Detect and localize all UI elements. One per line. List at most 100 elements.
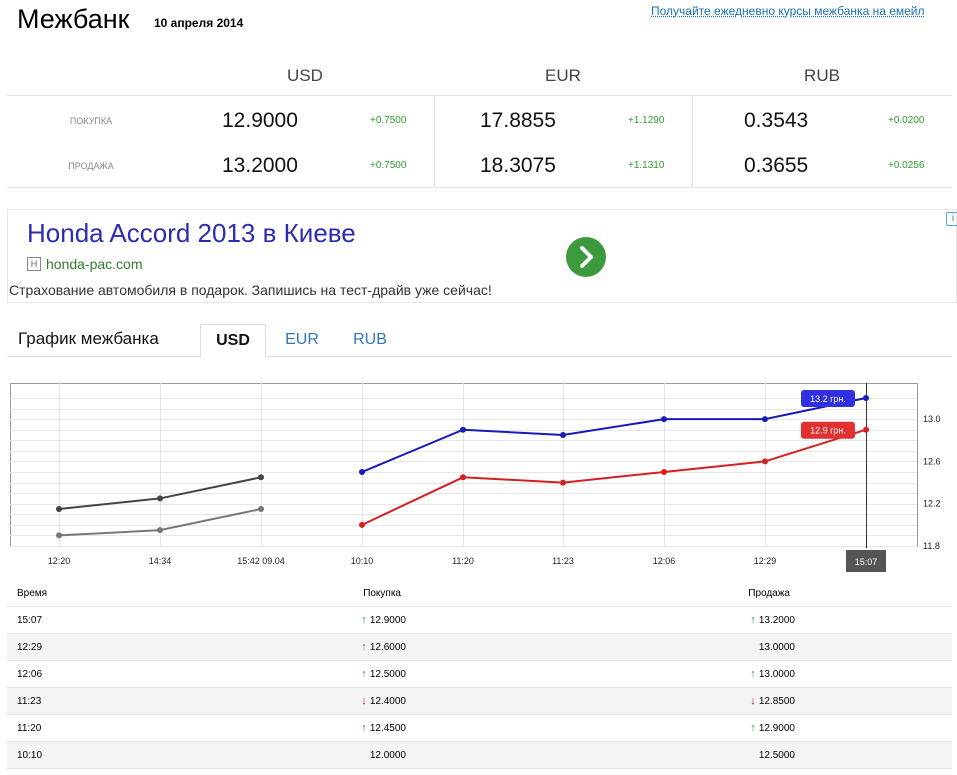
arrow-up-icon: ↑ — [750, 722, 759, 734]
currency-header-usd: USD — [287, 66, 323, 85]
cursor-label: 15:07 — [855, 557, 878, 567]
time-value: 11:23 — [17, 695, 42, 707]
data-point-sell — [863, 395, 869, 401]
buy-value: 12.4000 — [369, 696, 406, 707]
ad-title-link[interactable]: Honda Accord 2013 в Киеве — [27, 218, 356, 248]
y-tick-label: 13.0 — [923, 414, 941, 424]
data-point-buy — [661, 469, 667, 475]
data-point-sell — [661, 416, 667, 423]
interbank-line-chart[interactable]: 13.0 12.6 12.2 11.8 12:20 14:34 15:42 09.04 10:… — [10, 383, 957, 575]
data-point-buy — [762, 458, 768, 465]
cell-sell: 12.5000 — [406, 741, 795, 769]
cell-buy: ↑ 12.5000 — [187, 660, 406, 688]
x-tick-label: 14:34 — [149, 556, 172, 566]
table-row: 12:06 ↑ 12.5000 ↑ 13.0000 — [7, 660, 952, 688]
data-point-sell — [359, 469, 365, 475]
x-tick-label: 12:06 — [653, 556, 676, 566]
series-line-sell — [361, 397, 867, 473]
cell-time: 12:29 — [7, 633, 187, 661]
data-point-prev_sell — [56, 506, 62, 512]
time-value: 10:10 — [17, 749, 43, 761]
currency-header-rub: RUB — [804, 66, 840, 85]
cell-time: 11:23 — [7, 687, 187, 715]
cell-buy: 12.0000 — [187, 741, 406, 769]
cell-sell: ↑ 12.9000 — [406, 714, 795, 742]
arrow-up-icon: ↑ — [750, 668, 759, 680]
row-label-buy: ПОКУПКА — [69, 116, 113, 126]
eur-sell-change: +1.1310 — [628, 160, 665, 171]
rub-sell-change: +0.0256 — [888, 160, 925, 171]
col-header-sell: Продажа — [406, 580, 795, 607]
sell-value: 13.2000 — [758, 615, 795, 626]
table-row: 11:23 ↓ 12.4000 ↓ 12.8500 — [7, 687, 952, 715]
info-icon[interactable]: i — [946, 212, 957, 226]
data-point-buy — [359, 521, 365, 528]
tab-usd[interactable]: USD — [200, 324, 266, 358]
ad-banner[interactable]: Honda Accord 2013 в Киеве H honda-pac.co… — [7, 209, 957, 303]
time-value: 11:20 — [17, 722, 42, 734]
cell-buy: ↓ 12.4000 — [187, 687, 406, 715]
rub-buy-value: 0.3543 — [744, 109, 809, 132]
data-point-prev_sell — [157, 495, 163, 502]
arrow-up-icon: ↑ — [750, 614, 759, 626]
data-point-prev_sell — [258, 474, 264, 481]
rates-divider-bottom — [7, 187, 952, 188]
data-point-prev_buy — [157, 527, 163, 534]
data-point-sell — [762, 416, 768, 423]
col-spacer — [795, 580, 952, 607]
rates-history-table: Время Покупка Продажа 15:07 ↑ 12.9000 ↑ 13… — [7, 580, 952, 769]
data-point-buy — [460, 474, 466, 481]
col-header-buy-label: Покупка — [363, 587, 401, 599]
table-row: 10:10 12.0000 12.5000 — [7, 741, 952, 769]
data-point-sell — [560, 432, 566, 438]
cell-spacer — [795, 660, 952, 688]
cell-time: 10:10 — [7, 741, 187, 769]
time-value: 12:29 — [17, 641, 43, 653]
cursor-label-bg — [846, 550, 886, 572]
tab-eur[interactable]: EUR — [285, 331, 319, 348]
buy-value: 12.0000 — [369, 749, 406, 761]
cell-time: 12:06 — [7, 660, 187, 688]
table-row: 15:07 ↑ 12.9000 ↑ 13.2000 — [7, 606, 952, 634]
y-tick-label: 11.8 — [923, 541, 940, 551]
value-label: 13.2 грн. — [810, 394, 846, 404]
buy-value: 12.4500 — [369, 723, 406, 734]
chart-section-title: График межбанка — [18, 329, 159, 348]
x-tick-label: 12:20 — [48, 556, 71, 566]
usd-buy-value: 12.9000 — [222, 109, 298, 132]
subscribe-email-link[interactable]: Получайте ежедневно курсы межбанка на ем… — [651, 4, 925, 18]
rates-col-divider — [692, 96, 693, 187]
rates-col-divider — [434, 96, 435, 187]
data-point-prev_buy — [56, 532, 62, 539]
y-tick-label: 12.6 — [923, 456, 941, 466]
col-header-buy: Покупка — [187, 580, 406, 607]
honda-favicon-icon: H — [27, 257, 41, 271]
usd-sell-value: 13.2000 — [222, 154, 298, 177]
eur-buy-value: 17.8855 — [480, 109, 556, 132]
ad-url[interactable]: honda-pac.com — [46, 256, 143, 272]
cell-sell: ↓ 12.8500 — [406, 687, 795, 715]
table-row: 12:29 ↑ 12.6000 13.0000 — [7, 633, 952, 661]
y-tick-label: 12.2 — [923, 499, 941, 509]
value-label-bg — [801, 390, 855, 407]
tab-rub[interactable]: RUB — [353, 331, 387, 348]
data-point-buy — [863, 426, 869, 433]
chevron-right-icon[interactable] — [566, 237, 606, 277]
ad-description: Страхование автомобиля в подарок. Запиши… — [8, 282, 957, 298]
x-tick-label: 11:20 — [452, 556, 474, 566]
cell-time: 11:20 — [7, 714, 187, 742]
x-tick-label: 12:29 — [754, 556, 777, 566]
cell-spacer — [795, 633, 952, 661]
row-label-sell: ПРОДАЖА — [68, 161, 114, 171]
data-point-prev_buy — [258, 506, 264, 512]
buy-value: 12.6000 — [369, 642, 406, 653]
cell-spacer — [795, 714, 952, 742]
rub-sell-value: 0.3655 — [744, 154, 809, 177]
currency-header-eur: EUR — [545, 66, 581, 85]
cell-sell: ↑ 13.0000 — [406, 660, 795, 688]
buy-value: 12.9000 — [369, 615, 406, 626]
table-row: 11:20 ↑ 12.4500 ↑ 12.9000 — [7, 714, 952, 742]
arrow-down-icon: ↓ — [361, 695, 370, 707]
buy-value: 12.5000 — [369, 669, 406, 680]
value-label: 12.9 грн. — [810, 426, 846, 436]
